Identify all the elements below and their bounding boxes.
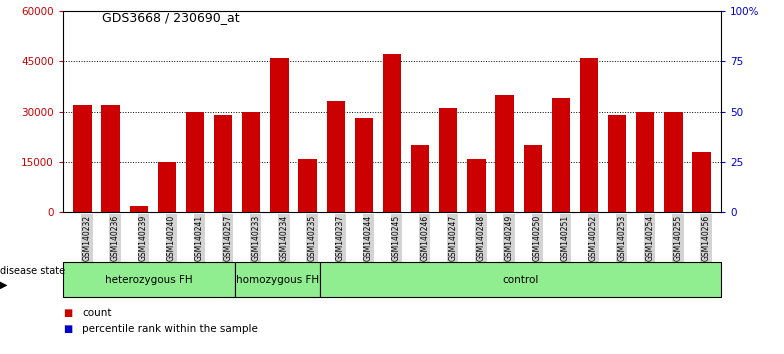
Text: ■: ■ bbox=[63, 324, 72, 334]
Text: GSM140233: GSM140233 bbox=[252, 215, 260, 261]
Bar bbox=[552, 98, 570, 212]
Bar bbox=[411, 145, 430, 212]
Text: ▶: ▶ bbox=[0, 280, 8, 290]
Text: GSM140241: GSM140241 bbox=[195, 215, 204, 261]
Bar bbox=[234, 262, 321, 297]
Bar bbox=[321, 262, 721, 297]
Bar bbox=[636, 112, 655, 212]
Bar bbox=[63, 262, 234, 297]
Text: GSM140254: GSM140254 bbox=[645, 215, 655, 261]
Text: GSM140244: GSM140244 bbox=[364, 215, 373, 261]
Text: percentile rank within the sample: percentile rank within the sample bbox=[82, 324, 258, 334]
Bar bbox=[580, 58, 598, 212]
Text: GSM140235: GSM140235 bbox=[307, 215, 317, 261]
Bar bbox=[524, 145, 542, 212]
Text: disease state: disease state bbox=[0, 266, 65, 276]
Bar bbox=[299, 159, 317, 212]
Bar bbox=[495, 95, 514, 212]
Text: GSM140257: GSM140257 bbox=[223, 215, 232, 261]
Text: GSM140247: GSM140247 bbox=[448, 215, 457, 261]
Bar bbox=[242, 112, 260, 212]
Text: GSM140232: GSM140232 bbox=[82, 215, 92, 261]
Bar bbox=[383, 54, 401, 212]
Bar bbox=[101, 105, 120, 212]
Bar bbox=[664, 112, 683, 212]
Text: GSM140251: GSM140251 bbox=[561, 215, 570, 261]
Text: GSM140245: GSM140245 bbox=[392, 215, 401, 261]
Bar bbox=[354, 118, 373, 212]
Text: GDS3668 / 230690_at: GDS3668 / 230690_at bbox=[102, 11, 240, 24]
Bar bbox=[467, 159, 485, 212]
Bar bbox=[129, 206, 148, 212]
Text: control: control bbox=[503, 275, 539, 285]
Bar bbox=[608, 115, 626, 212]
Text: GSM140252: GSM140252 bbox=[589, 215, 598, 261]
Text: homozygous FH: homozygous FH bbox=[236, 275, 319, 285]
Bar bbox=[439, 108, 457, 212]
Bar bbox=[214, 115, 232, 212]
Text: heterozygous FH: heterozygous FH bbox=[105, 275, 192, 285]
Bar bbox=[270, 58, 289, 212]
Bar bbox=[73, 105, 92, 212]
Bar bbox=[692, 152, 711, 212]
Text: GSM140237: GSM140237 bbox=[336, 215, 345, 261]
Bar bbox=[158, 162, 176, 212]
Text: GSM140234: GSM140234 bbox=[279, 215, 289, 261]
Text: GSM140256: GSM140256 bbox=[702, 215, 710, 261]
Text: GSM140248: GSM140248 bbox=[477, 215, 485, 261]
Bar bbox=[327, 101, 345, 212]
Text: GSM140249: GSM140249 bbox=[505, 215, 514, 261]
Text: ■: ■ bbox=[63, 308, 72, 318]
Text: GSM140250: GSM140250 bbox=[532, 215, 542, 261]
Text: count: count bbox=[82, 308, 112, 318]
Text: GSM140253: GSM140253 bbox=[617, 215, 626, 261]
Bar bbox=[186, 112, 204, 212]
Text: GSM140236: GSM140236 bbox=[111, 215, 120, 261]
Text: GSM140240: GSM140240 bbox=[167, 215, 176, 261]
Text: GSM140239: GSM140239 bbox=[139, 215, 147, 261]
Text: GSM140255: GSM140255 bbox=[673, 215, 682, 261]
Text: GSM140246: GSM140246 bbox=[420, 215, 429, 261]
